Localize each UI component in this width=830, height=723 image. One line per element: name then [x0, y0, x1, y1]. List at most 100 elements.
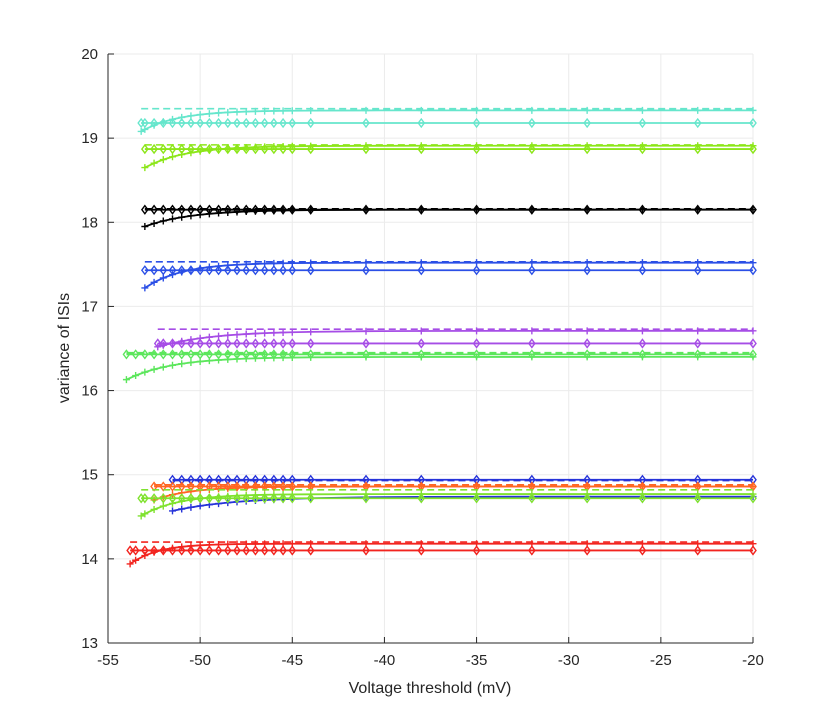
- diamond-marker: [638, 204, 647, 215]
- diamond-marker: [233, 545, 241, 556]
- plus-marker: [417, 106, 425, 114]
- plus-marker: [270, 540, 278, 548]
- plus-marker: [169, 271, 176, 279]
- plus-marker: [694, 353, 702, 361]
- plus-marker: [159, 502, 167, 510]
- plus-marker: [224, 331, 232, 339]
- plus-marker: [528, 353, 536, 361]
- diamond-marker: [638, 117, 647, 129]
- plus-marker: [150, 219, 158, 227]
- plus-marker: [205, 541, 213, 549]
- diamond-marker: [168, 117, 177, 129]
- diamond-marker: [583, 338, 592, 349]
- plus-series-line: [129, 542, 753, 565]
- plus-marker: [417, 259, 425, 267]
- plus-marker: [270, 259, 278, 267]
- diamond-marker: [159, 265, 168, 276]
- plus-marker: [473, 206, 481, 214]
- plus-marker: [137, 512, 145, 520]
- diamond-marker: [187, 545, 195, 556]
- plus-marker: [362, 353, 370, 361]
- diamond-marker: [177, 474, 186, 485]
- diamond-marker: [159, 204, 168, 215]
- diamond-marker: [583, 493, 592, 504]
- axes: [107, 54, 753, 644]
- plus-marker: [261, 354, 269, 362]
- plus-marker: [473, 142, 481, 150]
- y-tick-label: 15: [81, 467, 98, 484]
- diamond-marker: [279, 481, 287, 492]
- plus-marker: [288, 354, 296, 362]
- plus-marker: [473, 353, 481, 361]
- plus-marker: [224, 484, 232, 492]
- diamond-marker: [279, 117, 287, 129]
- plus-marker: [154, 343, 162, 351]
- diamond-marker: [472, 545, 481, 556]
- diamond-marker: [693, 117, 702, 129]
- plus-marker: [251, 207, 259, 215]
- plus-marker: [749, 206, 757, 214]
- diamond-marker: [187, 338, 195, 349]
- plus-marker: [279, 328, 287, 336]
- diamond-marker: [242, 117, 251, 129]
- plus-marker: [205, 357, 213, 365]
- plus-marker: [279, 540, 287, 548]
- plus-marker: [178, 151, 186, 159]
- y-tick-label: 17: [81, 298, 98, 315]
- diamond-marker: [196, 545, 205, 556]
- plus-marker: [528, 106, 536, 114]
- diamond-marker: [150, 349, 158, 360]
- diamond-marker: [223, 545, 232, 556]
- diamond-marker: [638, 493, 647, 504]
- plus-marker: [187, 359, 195, 367]
- diamond-marker: [223, 493, 232, 504]
- plus-marker: [224, 540, 232, 548]
- diamond-marker: [150, 265, 158, 276]
- diamond-marker: [260, 338, 269, 349]
- plus-marker: [417, 353, 425, 361]
- diamond-marker: [168, 349, 177, 360]
- plus-marker: [196, 334, 204, 342]
- x-tick-label: -55: [97, 652, 119, 669]
- diamond-marker: [362, 493, 370, 504]
- plus-marker: [583, 206, 591, 214]
- plus-marker: [141, 125, 149, 133]
- x-tick-label: -25: [650, 652, 672, 669]
- diamond-marker: [196, 474, 205, 485]
- plus-marker: [205, 263, 213, 271]
- diamond-marker: [472, 493, 481, 504]
- diamond-marker: [177, 338, 186, 349]
- plus-marker: [159, 118, 167, 126]
- plus-marker: [362, 327, 370, 335]
- diamond-marker: [214, 117, 223, 129]
- diamond-marker: [205, 265, 214, 276]
- diamond-marker: [269, 143, 278, 155]
- plus-marker: [417, 142, 425, 150]
- plus-marker: [749, 142, 757, 150]
- diamond-marker: [288, 338, 297, 349]
- plus-marker: [473, 482, 481, 490]
- diamond-marker: [638, 143, 647, 155]
- diamond-marker: [417, 143, 426, 155]
- plus-marker: [279, 483, 287, 491]
- diamond-marker: [260, 545, 269, 556]
- plus-marker: [159, 274, 167, 282]
- diamond-marker: [260, 493, 269, 504]
- diamond-marker: [168, 143, 177, 155]
- diamond-marker: [749, 545, 757, 556]
- diamond-marker: [306, 545, 315, 556]
- plus-marker: [196, 494, 204, 502]
- diamond-marker: [749, 143, 757, 155]
- diamond-marker: [749, 117, 757, 129]
- diamond-marker: [288, 481, 297, 492]
- plus-marker: [205, 210, 213, 218]
- diamond-marker: [122, 349, 131, 360]
- plus-marker: [362, 206, 370, 214]
- plus-marker: [583, 482, 591, 490]
- plus-marker: [169, 544, 176, 552]
- diamond-marker: [693, 338, 702, 349]
- plus-marker: [288, 328, 296, 336]
- plus-marker: [233, 331, 241, 339]
- plus-marker: [251, 330, 259, 338]
